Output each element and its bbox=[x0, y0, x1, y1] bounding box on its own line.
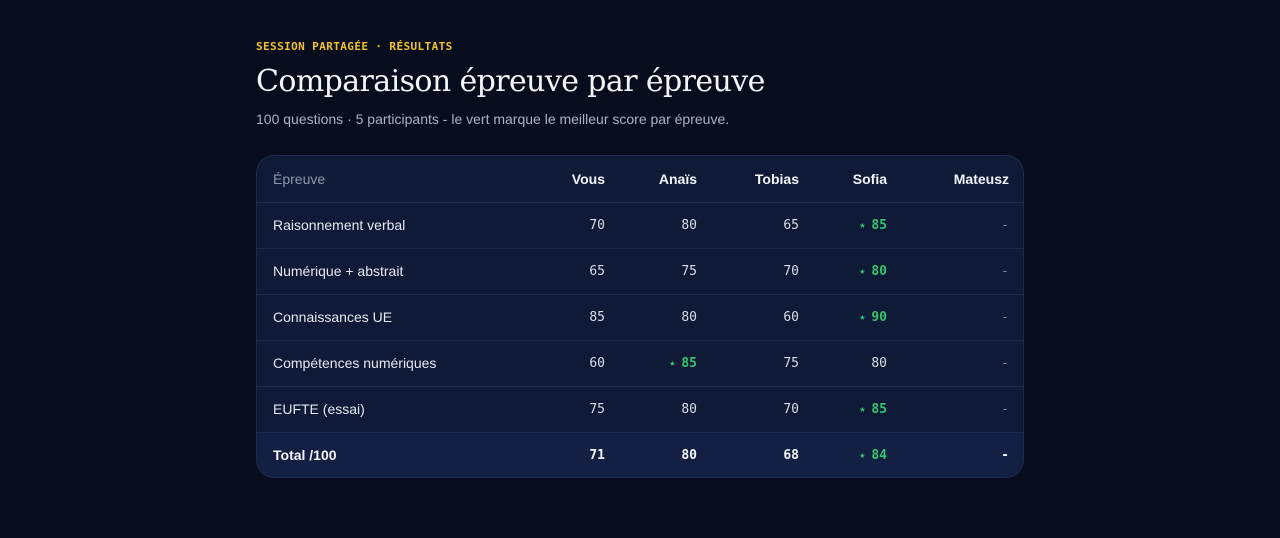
row-label: Compétences numériques bbox=[273, 355, 437, 371]
results-page: SESSION PARTAGÉE · RÉSULTATS Comparaison… bbox=[256, 40, 1024, 478]
comparison-table: Épreuve Vous Anaïs Tobias Sofia Mateusz … bbox=[257, 156, 1023, 477]
best-score-cell: ★ 90 bbox=[815, 294, 903, 340]
star-icon: ★ bbox=[859, 311, 866, 323]
score-cell: 80 bbox=[621, 432, 713, 477]
score-cell: 80 bbox=[621, 294, 713, 340]
score-cell: 60 bbox=[713, 294, 815, 340]
score-value: - bbox=[1001, 401, 1009, 417]
table-header-row: Épreuve Vous Anaïs Tobias Sofia Mateusz bbox=[257, 156, 1023, 202]
comparison-table-card: Épreuve Vous Anaïs Tobias Sofia Mateusz … bbox=[256, 155, 1024, 478]
score-value: 70 bbox=[783, 263, 799, 279]
score-cell: 75 bbox=[519, 386, 621, 432]
session-eyebrow: SESSION PARTAGÉE · RÉSULTATS bbox=[256, 40, 453, 53]
star-icon: ★ bbox=[859, 265, 866, 277]
score-value: 85 bbox=[681, 355, 697, 371]
score-value: 71 bbox=[589, 447, 605, 463]
score-cell: 75 bbox=[713, 340, 815, 386]
column-header-vous: Vous bbox=[571, 170, 605, 187]
score-cell: 65 bbox=[519, 248, 621, 294]
score-value: 85 bbox=[871, 217, 887, 233]
star-icon: ★ bbox=[859, 403, 866, 415]
table-row: Connaissances UE 85 80 60 ★ 90 - bbox=[257, 294, 1023, 340]
best-score-cell: ★ 85 bbox=[815, 386, 903, 432]
score-value: 75 bbox=[783, 355, 799, 371]
score-value: 70 bbox=[783, 401, 799, 417]
score-value: 84 bbox=[871, 447, 887, 463]
score-cell: 85 bbox=[519, 294, 621, 340]
page-subtitle: 100 questions · 5 participants - le vert… bbox=[256, 111, 730, 127]
score-value: - bbox=[1001, 263, 1009, 279]
score-cell: 80 bbox=[621, 202, 713, 248]
column-header-tobias: Tobias bbox=[754, 170, 799, 187]
best-score-cell: ★ 84 bbox=[815, 432, 903, 477]
score-cell: 80 bbox=[815, 340, 903, 386]
score-value: - bbox=[1001, 355, 1009, 371]
score-value: 80 bbox=[681, 447, 697, 463]
score-value: 75 bbox=[681, 263, 697, 279]
score-value: 65 bbox=[589, 263, 605, 279]
score-value: - bbox=[1001, 309, 1009, 325]
score-cell: - bbox=[903, 432, 1023, 477]
score-value: 85 bbox=[871, 401, 887, 417]
best-score-cell: ★ 85 bbox=[815, 202, 903, 248]
table-row: EUFTE (essai) 75 80 70 ★ 85 - bbox=[257, 386, 1023, 432]
column-header-epreuve: Épreuve bbox=[273, 170, 326, 187]
row-label: Numérique + abstrait bbox=[273, 263, 404, 279]
score-value: 80 bbox=[681, 401, 697, 417]
score-cell: - bbox=[903, 248, 1023, 294]
score-cell: 60 bbox=[519, 340, 621, 386]
row-label: EUFTE (essai) bbox=[273, 401, 365, 417]
score-cell: 65 bbox=[713, 202, 815, 248]
score-value: 80 bbox=[871, 263, 887, 279]
table-row: Raisonnement verbal 70 80 65 ★ 85 - bbox=[257, 202, 1023, 248]
column-header-mateusz: Mateusz bbox=[953, 170, 1009, 187]
score-cell: 70 bbox=[713, 386, 815, 432]
score-value: 75 bbox=[589, 401, 605, 417]
star-icon: ★ bbox=[859, 449, 866, 461]
score-cell: 70 bbox=[519, 202, 621, 248]
score-value: - bbox=[1001, 447, 1009, 463]
score-value: 80 bbox=[681, 217, 697, 233]
best-score-cell: ★ 80 bbox=[815, 248, 903, 294]
score-value: 80 bbox=[681, 309, 697, 325]
score-cell: 80 bbox=[621, 386, 713, 432]
score-value: 60 bbox=[589, 355, 605, 371]
best-score-cell: ★ 85 bbox=[621, 340, 713, 386]
score-cell: - bbox=[903, 294, 1023, 340]
score-cell: 71 bbox=[519, 432, 621, 477]
score-cell: - bbox=[903, 386, 1023, 432]
score-value: 90 bbox=[871, 309, 887, 325]
score-cell: - bbox=[903, 202, 1023, 248]
score-value: 80 bbox=[871, 355, 887, 371]
star-icon: ★ bbox=[669, 357, 676, 369]
total-label: Total /100 bbox=[273, 447, 337, 464]
score-value: - bbox=[1001, 217, 1009, 233]
star-icon: ★ bbox=[859, 219, 866, 231]
table-body: Raisonnement verbal 70 80 65 ★ 85- Numérique +… bbox=[257, 202, 1023, 477]
row-label: Connaissances UE bbox=[273, 309, 393, 325]
score-value: 68 bbox=[783, 447, 799, 463]
score-cell: 70 bbox=[713, 248, 815, 294]
table-row: Compétences numériques 60 ★ 85 75 80 - bbox=[257, 340, 1023, 386]
score-cell: 68 bbox=[713, 432, 815, 477]
score-cell: 75 bbox=[621, 248, 713, 294]
score-cell: - bbox=[903, 340, 1023, 386]
table-row: Numérique + abstrait 65 75 70 ★ 80 - bbox=[257, 248, 1023, 294]
row-label: Raisonnement verbal bbox=[273, 217, 406, 233]
page-title: Comparaison épreuve par épreuve bbox=[256, 64, 765, 99]
score-value: 70 bbox=[589, 217, 605, 233]
column-header-anais: Anaïs bbox=[658, 170, 697, 187]
column-header-sofia: Sofia bbox=[852, 170, 887, 187]
score-value: 60 bbox=[783, 309, 799, 325]
score-value: 65 bbox=[783, 217, 799, 233]
table-total-row: Total /100 71 80 68 ★ 84 - bbox=[257, 432, 1023, 477]
score-value: 85 bbox=[589, 309, 605, 325]
